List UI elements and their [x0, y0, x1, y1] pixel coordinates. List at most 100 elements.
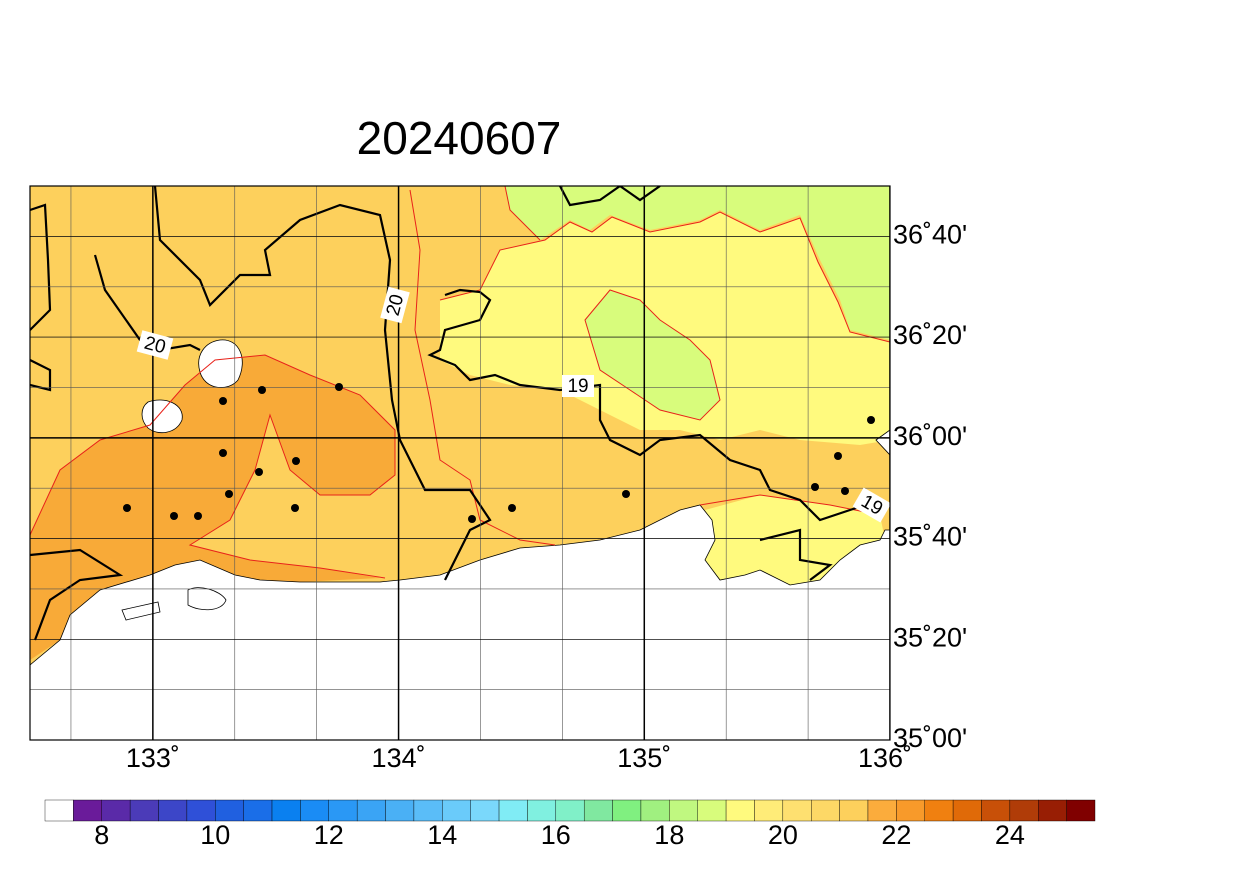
contour-label-box	[380, 286, 410, 324]
colorbar-box	[243, 799, 273, 822]
colorbar-box	[101, 799, 131, 822]
station	[841, 487, 849, 495]
contour-label-box	[562, 375, 594, 397]
colorbar-box	[44, 799, 74, 822]
station	[622, 490, 630, 498]
station	[219, 397, 227, 405]
x-tick-label: 135˚	[617, 743, 671, 773]
y-tick-label: 35˚20'	[893, 622, 967, 652]
colorbar-tick-label: 16	[541, 820, 571, 850]
y-tick-label: 35˚00'	[893, 723, 967, 753]
station	[194, 512, 202, 520]
x-tick-label: 136˚	[858, 743, 912, 773]
colorbar: 8 10 12 14 16 18 20 22 24	[44, 799, 1096, 850]
island	[187, 587, 227, 611]
station	[219, 449, 227, 457]
title: 20240607	[357, 112, 562, 164]
island	[875, 429, 890, 456]
thin-contours	[30, 186, 890, 579]
station	[225, 490, 233, 498]
y-tick-label: 35˚40'	[893, 522, 967, 552]
contour-label-box	[852, 487, 890, 523]
station	[468, 515, 476, 523]
contour-label: 20	[380, 286, 410, 324]
island	[198, 339, 243, 388]
colorbar-tick-label: 10	[200, 820, 230, 850]
colorbar-box	[782, 799, 812, 822]
island	[141, 399, 183, 434]
colorbar-box	[356, 799, 386, 822]
colorbar-box	[413, 799, 443, 822]
colorbar-box	[129, 799, 159, 822]
colorbar-box	[924, 799, 954, 822]
station	[291, 504, 299, 512]
colorbar-box	[896, 799, 925, 822]
x-tick-label: 134˚	[372, 743, 426, 773]
station	[123, 504, 131, 512]
region-yellow-coast	[705, 495, 885, 585]
station	[170, 512, 178, 520]
y-tick-label: 36˚20'	[893, 320, 967, 350]
colorbar-tick-label: 20	[768, 820, 798, 850]
colorbar-box	[73, 799, 102, 822]
colorbar-box	[640, 799, 670, 822]
colorbar-box	[498, 799, 528, 822]
colorbar-box	[470, 799, 500, 822]
station	[292, 457, 300, 465]
land	[30, 504, 890, 740]
colorbar-box	[442, 799, 471, 822]
colorbar-box	[669, 799, 698, 822]
contour-label: 20	[136, 330, 174, 360]
contour-label-text: 19	[567, 376, 588, 397]
colorbar-box	[952, 799, 982, 822]
station	[255, 468, 263, 476]
colorbar-tick-label: 18	[654, 820, 684, 850]
colorbar-box	[186, 799, 216, 822]
colorbar-box	[725, 799, 755, 822]
colorbar-box	[754, 799, 784, 822]
colorbar-box	[215, 799, 244, 822]
colorbar-box	[158, 799, 188, 822]
colorbar-tick-label: 12	[314, 820, 344, 850]
station	[811, 483, 819, 491]
station	[834, 452, 842, 460]
colorbar-box	[697, 799, 727, 822]
island	[121, 601, 161, 621]
colorbar-box	[612, 799, 642, 822]
colorbar-box	[981, 799, 1011, 822]
colorbar-box	[527, 799, 557, 822]
station	[867, 416, 875, 424]
contour-label-box	[136, 330, 174, 360]
station	[508, 504, 516, 512]
colorbar-box	[271, 799, 301, 822]
colorbar-box	[1009, 799, 1039, 822]
y-tick-label: 36˚40'	[893, 219, 967, 249]
colorbar-box	[839, 799, 869, 822]
colorbar-box	[385, 799, 415, 822]
x-tick-label: 133˚	[126, 743, 180, 773]
station	[258, 386, 266, 394]
contour-label: 19	[562, 375, 594, 397]
colorbar-box	[328, 799, 358, 822]
map-frame	[29, 185, 891, 741]
colorbar-box	[555, 799, 585, 822]
grid	[30, 186, 890, 740]
y-tick-label: 36˚00'	[893, 421, 967, 451]
colorbar-box	[300, 799, 329, 822]
colorbar-box	[1038, 799, 1067, 822]
station	[335, 383, 343, 391]
colorbar-tick-label: 22	[881, 820, 911, 850]
region-orange	[30, 355, 395, 660]
colorbar-tick-label: 14	[427, 820, 457, 850]
colorbar-box	[867, 799, 897, 822]
colorbar-box	[1066, 799, 1096, 822]
colorbar-tick-label: 24	[995, 820, 1025, 850]
stations	[123, 383, 875, 523]
colorbar-box	[811, 799, 840, 822]
region-green	[505, 186, 890, 340]
colorbar-tick-label: 8	[94, 820, 109, 850]
